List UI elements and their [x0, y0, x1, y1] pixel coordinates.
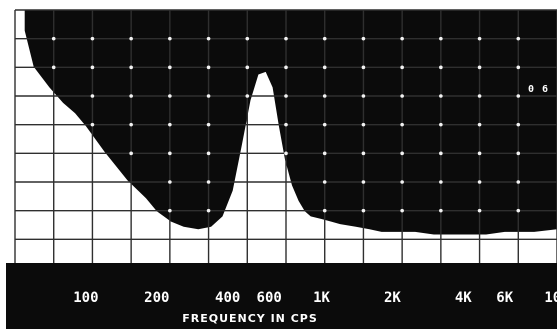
edge-mark: 0 [528, 84, 534, 95]
grid-dot [516, 65, 521, 70]
grid-dot [361, 208, 366, 213]
grid-dot [439, 180, 443, 184]
grid-dot [400, 151, 404, 156]
grid-dot [168, 180, 172, 184]
grid-dot [245, 36, 250, 41]
grid-dot [516, 36, 521, 41]
grid-dot [400, 208, 404, 213]
x-tick-label: 6K [496, 290, 513, 306]
grid-dot [361, 180, 366, 184]
x-tick-label: 100 [73, 290, 98, 306]
grid-dot [245, 65, 250, 70]
x-tick-label: 2K [384, 290, 401, 306]
grid-dot [400, 65, 404, 70]
grid-dot [322, 180, 327, 184]
grid-dot [206, 36, 211, 41]
x-tick-labels: 100 200 400 600 1K 2K 4K 6K 10K [73, 290, 557, 306]
grid-dot [51, 36, 56, 41]
grid-dot [361, 94, 366, 98]
grid-dot [322, 94, 327, 98]
grid-dot [168, 36, 172, 41]
grid-dot [168, 151, 172, 156]
grid-dot [361, 122, 366, 127]
grid-dot [361, 151, 366, 156]
grid-dot [129, 122, 133, 127]
grid-dot [206, 151, 211, 156]
grid-dot [284, 65, 288, 70]
x-tick-label: 200 [144, 290, 169, 306]
grid-dot [206, 65, 211, 70]
grid-dot [284, 151, 288, 156]
grid-dot [361, 36, 366, 41]
grid-dot [90, 94, 95, 98]
edge-mark: 6 [542, 84, 548, 95]
grid-dot [168, 94, 172, 98]
grid-dot [439, 208, 443, 213]
grid-dot [516, 122, 521, 127]
grid-dot [129, 36, 133, 41]
grid-dot [284, 36, 288, 41]
grid-dot [129, 65, 133, 70]
grid-dot [516, 208, 521, 213]
grid-dot [206, 122, 211, 127]
x-tick-label: 600 [257, 290, 282, 306]
grid-dot [477, 122, 482, 127]
x-axis-title: FREQUENCY IN CPS [182, 312, 318, 325]
grid-dot [284, 122, 288, 127]
grid-dot [477, 180, 482, 184]
grid-dot [168, 65, 172, 70]
grid-dot [439, 122, 443, 127]
grid-dot [322, 36, 327, 41]
grid-dot [322, 65, 327, 70]
grid-dot [206, 208, 211, 213]
grid-dot [322, 151, 327, 156]
grid [14, 9, 557, 269]
scale-strip [6, 263, 557, 329]
grid-dot [477, 151, 482, 156]
grid-dot [206, 94, 211, 98]
grid-dot [400, 36, 404, 41]
grid-dot [129, 151, 133, 156]
grid-dot [477, 208, 482, 213]
response-area [24, 10, 557, 235]
x-tick-label: 4K [455, 290, 472, 306]
grid-dot [439, 151, 443, 156]
grid-dot [477, 94, 482, 98]
grid-dots [51, 36, 521, 213]
grid-dot [206, 180, 211, 184]
grid-dot [477, 36, 482, 41]
grid-dot [516, 94, 521, 98]
grid-dot [284, 94, 288, 98]
grid-dot [168, 122, 172, 127]
grid-dot [90, 36, 95, 41]
grid-dot [477, 65, 482, 70]
grid-dot [245, 94, 250, 98]
grid-dot [322, 122, 327, 127]
grid-dot [400, 94, 404, 98]
grid-dot [439, 65, 443, 70]
grid-dot [400, 122, 404, 127]
x-tick-label: 10K [544, 290, 557, 306]
grid-dot [516, 151, 521, 156]
grid-dot [168, 208, 172, 213]
grid-dot [439, 94, 443, 98]
grid-dot [439, 36, 443, 41]
grid-dot [129, 94, 133, 98]
grid-dot [400, 180, 404, 184]
grid-dot [90, 122, 95, 127]
grid-dot [51, 65, 56, 70]
grid-dot [516, 180, 521, 184]
x-tick-label: 400 [215, 290, 240, 306]
grid-dot [322, 208, 327, 213]
grid-dot [90, 65, 95, 70]
grid-dot [361, 65, 366, 70]
x-tick-label: 1K [313, 290, 330, 306]
